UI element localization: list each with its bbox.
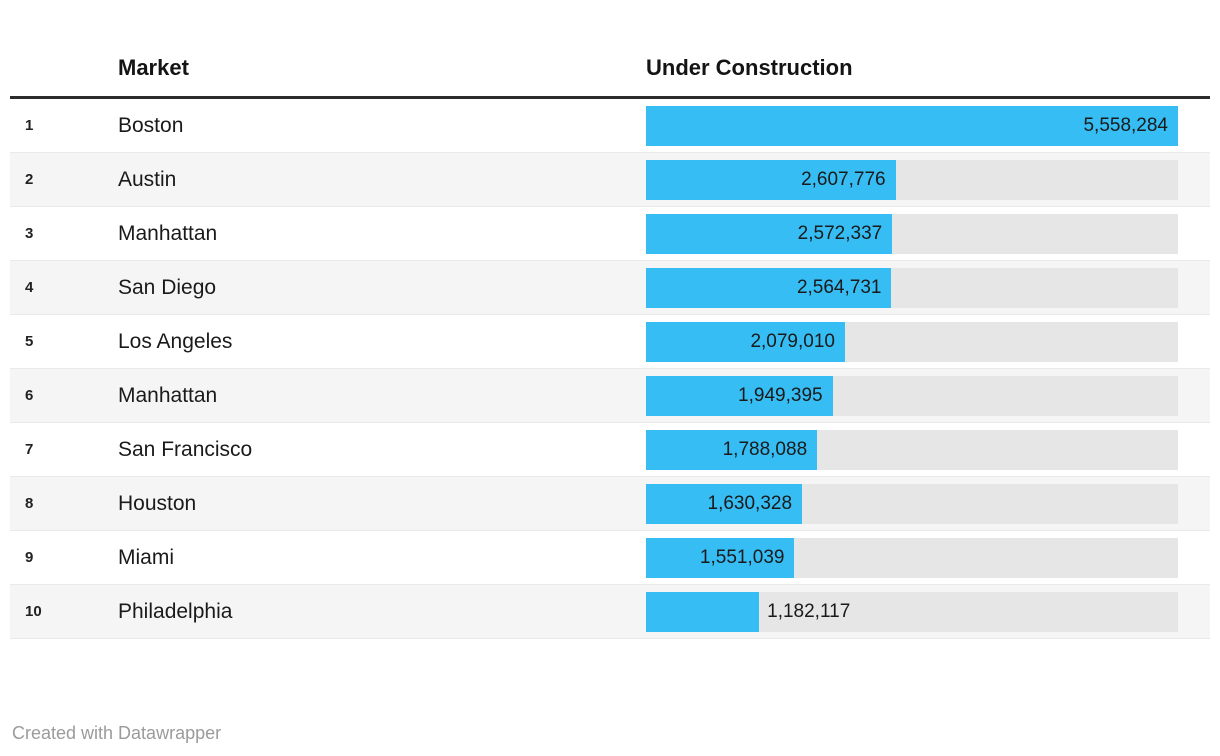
table-row: 8 Houston 1,630,328 bbox=[10, 477, 1210, 531]
rank-cell: 8 bbox=[25, 495, 34, 512]
bar-cell: 2,607,776 bbox=[646, 159, 1178, 200]
value-label: 2,572,337 bbox=[797, 222, 883, 244]
market-cell: San Diego bbox=[118, 275, 217, 299]
market-cell: Manhattan bbox=[118, 383, 218, 407]
rank-cell: 6 bbox=[25, 387, 34, 404]
table-header-row: Market Under Construction bbox=[10, 40, 1210, 99]
market-cell: Miami bbox=[118, 545, 174, 569]
value-label: 1,788,088 bbox=[722, 438, 808, 460]
market-cell: Manhattan bbox=[118, 221, 218, 245]
table-row: 2 Austin 2,607,776 bbox=[10, 153, 1210, 207]
value-label: 1,551,039 bbox=[699, 546, 785, 568]
value-bar bbox=[646, 267, 892, 308]
bar-cell: 1,788,088 bbox=[646, 429, 1178, 470]
rank-cell: 4 bbox=[25, 279, 34, 296]
table-row: 9 Miami 1,551,039 bbox=[10, 531, 1210, 585]
market-cell: Philadelphia bbox=[118, 599, 233, 623]
value-label: 1,949,395 bbox=[738, 384, 823, 406]
value-bar bbox=[646, 105, 1178, 146]
table-row: 4 San Diego 2,564,731 bbox=[10, 261, 1210, 315]
bar-cell: 2,564,731 bbox=[646, 267, 1178, 308]
table-row: 10 Philadelphia 1,182,117 bbox=[10, 585, 1210, 639]
value-bar bbox=[646, 537, 795, 578]
table-row: 5 Los Angeles 2,079,010 bbox=[10, 315, 1210, 369]
datawrapper-credit-link[interactable]: Created with Datawrapper bbox=[12, 723, 222, 743]
bar-cell: 2,572,337 bbox=[646, 213, 1178, 254]
rank-cell: 10 bbox=[25, 603, 42, 620]
value-bar bbox=[646, 483, 803, 524]
market-cell: Austin bbox=[118, 167, 177, 191]
bar-cell: 1,949,395 bbox=[646, 375, 1178, 416]
table-row: 6 Manhattan 1,949,395 bbox=[10, 369, 1210, 423]
rank-cell: 5 bbox=[25, 333, 34, 350]
rank-cell: 3 bbox=[25, 225, 34, 242]
market-cell: Houston bbox=[118, 491, 197, 515]
bar-cell: 5,558,284 bbox=[646, 105, 1178, 146]
value-label: 2,079,010 bbox=[750, 330, 835, 352]
bar-cell: 2,079,010 bbox=[646, 321, 1178, 362]
bar-cell: 1,182,117 bbox=[646, 591, 1178, 632]
value-bar bbox=[646, 321, 845, 362]
value-bar bbox=[646, 591, 760, 632]
bar-cell: 1,630,328 bbox=[646, 483, 1178, 524]
value-bar bbox=[646, 159, 896, 200]
value-label: 5,558,284 bbox=[1083, 114, 1168, 136]
value-label: 2,564,731 bbox=[796, 276, 882, 298]
ranked-bar-table: Market Under Construction 1 Boston 5,558… bbox=[10, 40, 1210, 639]
market-column-header: Market bbox=[118, 55, 189, 80]
market-cell: Boston bbox=[118, 113, 184, 137]
bar-cell: 1,551,039 bbox=[646, 537, 1178, 578]
table-row: 3 Manhattan 2,572,337 bbox=[10, 207, 1210, 261]
rank-cell: 2 bbox=[25, 171, 34, 188]
market-cell: Los Angeles bbox=[118, 329, 233, 353]
table-row: 1 Boston 5,558,284 bbox=[10, 99, 1210, 153]
value-label: 1,630,328 bbox=[707, 492, 793, 514]
value-label: 1,182,117 bbox=[767, 600, 851, 622]
rank-cell: 9 bbox=[25, 549, 34, 566]
value-bar bbox=[646, 213, 893, 254]
rank-cell: 1 bbox=[25, 117, 34, 134]
value-column-header: Under Construction bbox=[646, 55, 853, 80]
table-body: 1 Boston 5,558,284 2 Austin 2,607,776 3 … bbox=[10, 99, 1210, 639]
value-label: 2,607,776 bbox=[801, 168, 886, 190]
market-cell: San Francisco bbox=[118, 437, 253, 461]
value-bar bbox=[646, 429, 818, 470]
rank-cell: 7 bbox=[25, 441, 34, 458]
table-row: 7 San Francisco 1,788,088 bbox=[10, 423, 1210, 477]
value-bar bbox=[646, 375, 833, 416]
